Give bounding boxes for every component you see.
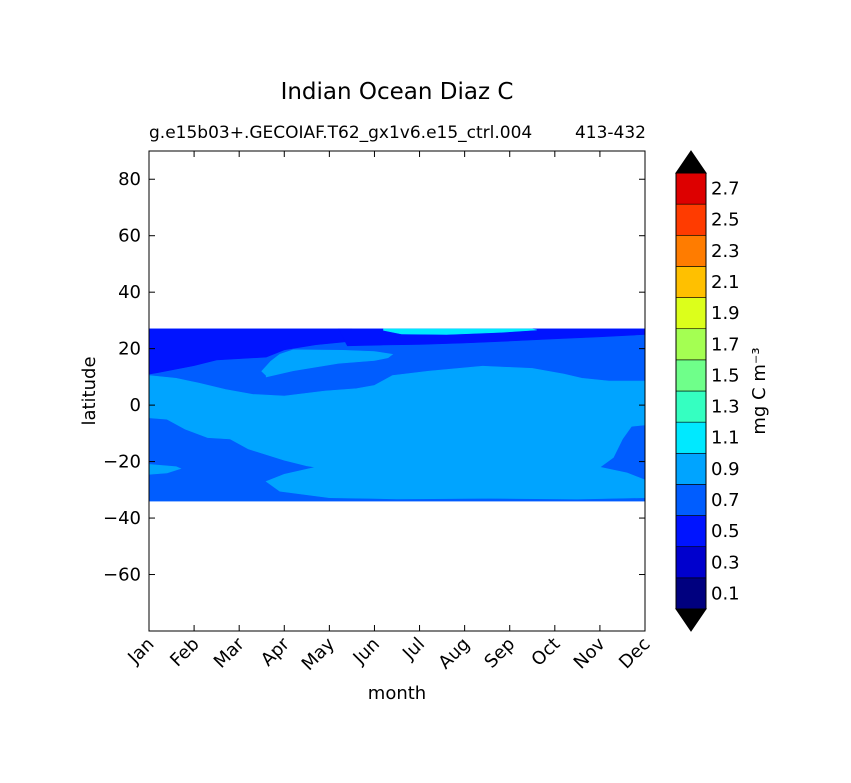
colorbar: 0.1 0.3 0.5 0.7 0.9 1.1 1.3 1.5 1.7 1.9 2.1 2.3 2.5 2… bbox=[675, 150, 740, 632]
colorbar-tick-label: 2.7 bbox=[711, 179, 740, 200]
colorbar-segment bbox=[675, 390, 707, 423]
colorbar-label: mg C m⁻³ bbox=[749, 347, 770, 434]
colorbar-frame bbox=[675, 172, 707, 610]
contour-region bbox=[149, 365, 645, 500]
colorbar-segment bbox=[675, 328, 707, 361]
y-tick-label: −40 bbox=[103, 508, 141, 529]
y-tick-label: 20 bbox=[118, 339, 141, 360]
x-tick-label: Feb bbox=[166, 634, 203, 671]
x-tick-label: Sep bbox=[480, 634, 519, 673]
colorbar-segment bbox=[675, 359, 707, 392]
contour-region bbox=[261, 349, 394, 378]
colorbar-tick-label: 1.7 bbox=[711, 334, 740, 355]
x-tick-label: Oct bbox=[527, 634, 564, 671]
x-tick-label: Nov bbox=[570, 633, 610, 673]
contour-regions bbox=[149, 328, 645, 502]
chart-subtitle-right: 413-432 bbox=[575, 123, 646, 143]
x-tick-label: Jun bbox=[349, 634, 384, 669]
chart-title: Indian Ocean Diaz C bbox=[281, 79, 514, 105]
y-tick-label: 80 bbox=[118, 169, 141, 190]
colorbar-segment bbox=[675, 484, 707, 516]
y-axis: 80 60 40 20 0 −20 −40 −60 bbox=[103, 169, 645, 586]
colorbar-segment bbox=[675, 172, 707, 205]
colorbar-segment bbox=[675, 515, 707, 548]
colorbar-tick-label: 0.3 bbox=[711, 552, 740, 573]
contour-region bbox=[149, 464, 182, 475]
x-tick-label: Jul bbox=[398, 634, 429, 665]
colorbar-tick-label: 0.5 bbox=[711, 521, 740, 542]
x-tick-label: Dec bbox=[615, 634, 654, 673]
colorbar-tick-label: 2.3 bbox=[711, 241, 740, 262]
colorbar-segment bbox=[675, 234, 707, 267]
colorbar-tick-label: 2.1 bbox=[711, 272, 740, 293]
colorbar-segment bbox=[675, 266, 707, 298]
colorbar-tick-label: 2.5 bbox=[711, 210, 740, 231]
x-tick-label: May bbox=[298, 633, 339, 674]
colorbar-extend-min bbox=[675, 608, 707, 632]
contour-region bbox=[383, 328, 537, 335]
y-tick-label: 60 bbox=[118, 226, 141, 247]
chart-subtitle-left: g.e15b03+.GECOIAF.T62_gx1v6.e15_ctrl.004 bbox=[149, 123, 532, 143]
colorbar-tick-label: 1.9 bbox=[711, 303, 740, 324]
colorbar-tick-label: 0.9 bbox=[711, 459, 740, 480]
colorbar-segment bbox=[675, 421, 707, 454]
colorbar-segment bbox=[675, 452, 707, 485]
colorbar-tick-label: 0.7 bbox=[711, 490, 740, 511]
colorbar-tick-label: 1.3 bbox=[711, 397, 740, 418]
colorbar-segment bbox=[675, 297, 707, 330]
y-tick-label: −20 bbox=[103, 452, 141, 473]
colorbar-segment bbox=[675, 203, 707, 236]
colorbar-tick-label: 1.1 bbox=[711, 428, 740, 449]
x-tick-label: Aug bbox=[434, 634, 474, 674]
y-tick-label: −60 bbox=[103, 565, 141, 586]
colorbar-tick-label: 0.1 bbox=[711, 583, 740, 604]
x-axis-label: month bbox=[368, 683, 426, 704]
colorbar-segment bbox=[675, 546, 707, 579]
colorbar-segment bbox=[675, 577, 707, 610]
colorbar-extend-max bbox=[675, 150, 707, 174]
x-tick-label: Mar bbox=[210, 633, 249, 672]
y-tick-label: 40 bbox=[118, 282, 141, 303]
x-tick-label: Apr bbox=[257, 633, 294, 670]
y-axis-label: latitude bbox=[79, 356, 100, 425]
colorbar-tick-label: 1.5 bbox=[711, 365, 740, 386]
plot-frame bbox=[148, 150, 646, 632]
y-tick-label: 0 bbox=[130, 395, 141, 416]
x-tick-label: Jan bbox=[123, 634, 158, 669]
